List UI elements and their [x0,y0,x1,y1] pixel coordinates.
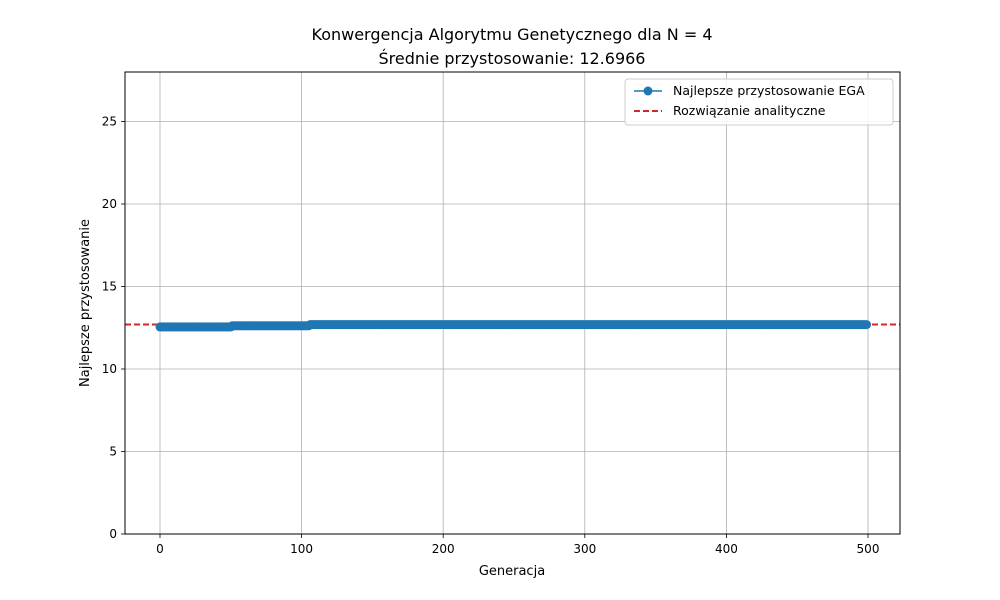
y-tick-label: 25 [102,115,117,129]
x-tick-label: 500 [857,542,880,556]
y-tick-label: 15 [102,280,117,294]
plot-frame [124,71,901,535]
x-tick-label: 100 [290,542,313,556]
legend: Najlepsze przystosowanie EGA Rozwiązanie … [624,78,894,126]
x-tick-label: 400 [715,542,738,556]
x-tick-label: 300 [573,542,596,556]
y-tick-label: 10 [102,362,117,376]
x-tick-label: 200 [432,542,455,556]
y-tick-label: 5 [109,445,117,459]
chart-title: Konwergencja Algorytmu Genetycznego dla … [312,25,713,44]
y-tick-label: 20 [102,197,117,211]
x-axis-ticks: 0 100 200 300 400 500 [156,534,879,556]
x-tick-label: 0 [156,542,164,556]
data-point [862,320,872,330]
series-group [155,320,872,332]
chart-subtitle: Średnie przystosowanie: 12.6966 [379,49,646,68]
y-axis-label: Najlepsze przystosowanie [78,219,93,387]
legend-label-series: Najlepsze przystosowanie EGA [673,83,865,98]
y-tick-label: 0 [109,527,117,541]
series-markers [155,320,872,332]
legend-label-reference: Rozwiązanie analityczne [673,103,826,118]
x-axis-label: Generacja [479,564,545,579]
y-axis-ticks: 0 5 10 15 20 25 [102,115,125,541]
legend-series-marker [643,86,653,96]
legend-box [624,78,894,126]
